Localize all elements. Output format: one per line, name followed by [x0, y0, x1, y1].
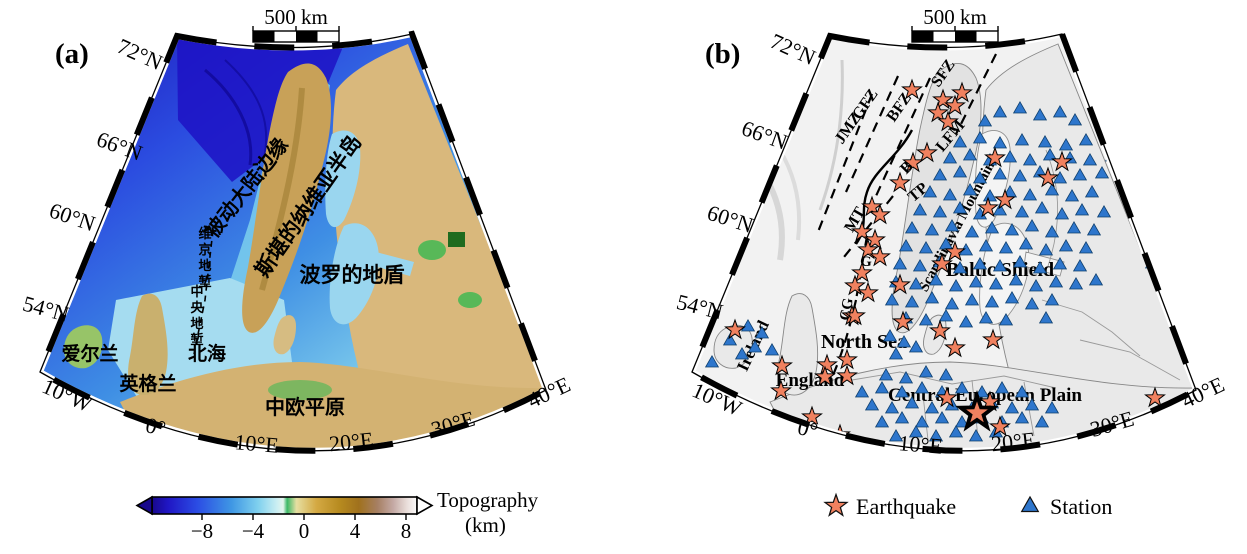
legend-station-icon	[1021, 496, 1039, 513]
axis-tick-label: 60°N	[46, 197, 98, 236]
scalebar-b: 500 km	[911, 5, 999, 43]
colorbar-ticks: −8 −4 0 4 8	[191, 514, 411, 543]
fault-line-bfz	[874, 77, 932, 197]
axis-tick-label: 10°E	[234, 429, 280, 458]
map-label: 北海	[188, 342, 226, 365]
colorbar-tick-label: 4	[350, 519, 361, 543]
axis-tick-label: 72°N	[767, 28, 820, 70]
panel-b-tag: (b)	[705, 38, 740, 70]
fault-line-sfz	[955, 53, 997, 135]
topography-colorbar: −8 −4 0 4 8 Topography (km)	[135, 488, 539, 543]
colorbar-tick-label: 0	[299, 519, 310, 543]
legend-earthquake-icon	[824, 493, 848, 516]
green-patch	[458, 292, 482, 308]
green-patch	[418, 240, 446, 260]
region-label: North Sea	[821, 331, 907, 353]
map-label: 中央地堑	[190, 284, 204, 347]
legend-earthquake-label: Earthquake	[856, 494, 956, 519]
axis-tick-label: 72°N	[114, 33, 167, 75]
green-patch	[268, 380, 332, 400]
fault-label: CG	[837, 297, 857, 322]
axis-tick-label: 54°N	[674, 289, 725, 325]
country-border	[921, 385, 929, 441]
axis-tick-label: 60°N	[704, 200, 756, 238]
colorbar-tick-label: 8	[401, 519, 412, 543]
colorbar-right-arrow	[416, 495, 434, 516]
map-label: 英格兰	[119, 372, 176, 395]
map-label: 维京地堑	[198, 226, 211, 289]
station-marker	[1153, 215, 1167, 228]
scalebar-label: 500 km	[923, 5, 987, 29]
map-label: 波罗的地盾	[300, 263, 405, 287]
scalebar-label: 500 km	[264, 5, 328, 29]
country-border	[1079, 339, 1181, 381]
legend-station-label: Station	[1050, 494, 1112, 519]
map-label: 中欧平原	[265, 395, 345, 419]
axis-tick-label: 54°N	[20, 291, 72, 327]
shelf-edge	[818, 59, 844, 211]
country-border	[1041, 299, 1141, 357]
colorbar-left-arrow	[135, 495, 153, 516]
station-marker	[1131, 168, 1145, 181]
panel-a-tag: (a)	[55, 38, 89, 70]
axis-tick-label: 20°E	[990, 427, 1037, 456]
dark-green-patch	[448, 232, 465, 247]
colorbar-gradient	[151, 496, 418, 515]
colorbar-unit: (km)	[465, 513, 506, 537]
colorbar-title: Topography	[437, 488, 539, 512]
panel-a-map: 500 km (a) 72°N66°N60°N54°N10°W0°10°E 20°…	[20, 5, 574, 458]
graben-dashed-line	[193, 229, 214, 355]
trench-line	[204, 68, 253, 166]
axis-tick-label: 66°N	[738, 115, 791, 154]
fault-label: G	[860, 254, 872, 270]
axis-tick-label: 10°E	[898, 430, 944, 459]
trench-line	[224, 59, 268, 159]
legend: Earthquake Station	[824, 493, 1112, 519]
scalebar-a: 500 km	[252, 5, 340, 43]
colorbar-tick-label: −4	[242, 519, 265, 543]
fault-line-gfz	[844, 75, 900, 193]
axis-tick-label: 20°E	[328, 427, 375, 456]
colorbar-tick-label: −8	[191, 519, 213, 543]
mountain-ridge	[259, 87, 305, 291]
fault-line-jmz	[816, 93, 874, 233]
map-label: 爱尔兰	[61, 342, 118, 365]
